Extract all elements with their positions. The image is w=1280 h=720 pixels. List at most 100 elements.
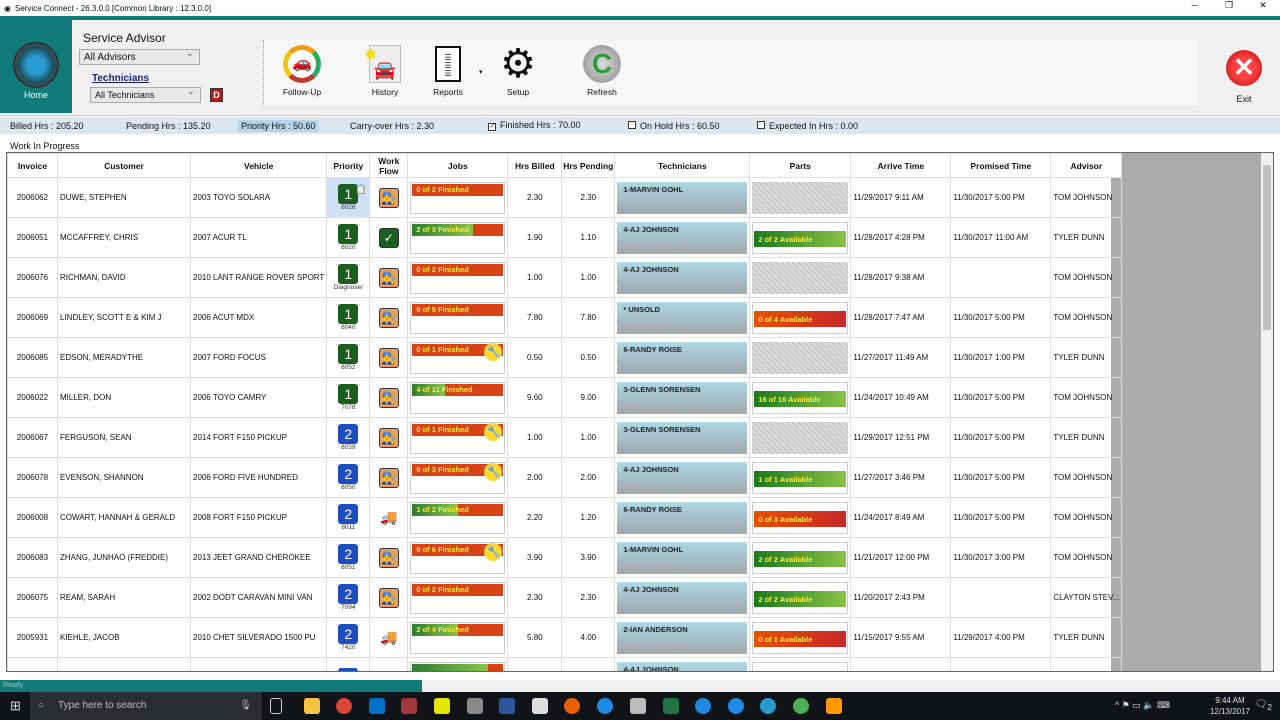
column-header[interactable]: Technicians [614, 153, 751, 178]
workflow-cell[interactable]: 👨‍🔧 [369, 417, 409, 458]
table-row[interactable]: 2006067 FERGUSON, SEAN 2014 FORT F150 PICK… [7, 417, 1123, 458]
exit-button[interactable]: ✕ Exit [1222, 50, 1266, 104]
workflow-cell[interactable]: 🚚 [369, 657, 409, 671]
column-header[interactable]: Advisor [1050, 153, 1123, 178]
technician-cell[interactable]: 4-AJ JOHNSON [614, 457, 751, 498]
table-row[interactable]: 2006069 LINDLEY, SCOTT E & KIM J 2006 ACUT… [7, 297, 1123, 338]
parts-cell[interactable] [749, 177, 852, 218]
expected-hours-toggle[interactable]: Expected In Hrs : 0.00 [757, 120, 858, 131]
priority-cell[interactable]: 2 8050 [326, 457, 371, 498]
table-row[interactable]: 2006022 MILLER, DON 2006 TOYO CAMRY 1 7078 👨‍… [7, 377, 1123, 418]
parts-cell[interactable] [749, 337, 852, 378]
calculator-icon[interactable] [532, 698, 548, 714]
table-row[interactable]: 2006075 REAM, SARAH 2002 DODT CARAVAN MINI… [7, 577, 1123, 618]
app-icon[interactable] [695, 698, 711, 714]
technician-cell[interactable]: 4-AJ JOHNSON [614, 217, 751, 258]
file-explorer-icon[interactable] [304, 698, 320, 714]
priority-cell[interactable]: 1 8020 [326, 217, 371, 258]
table-row[interactable]: 2006085 EDSON, MERADYTHE 2007 FORD FOCUS 1 8… [7, 337, 1123, 378]
close-button[interactable]: ✕ [1259, 0, 1267, 10]
technician-cell[interactable]: * UNSOLD [614, 297, 751, 338]
table-row[interactable]: 2006076 RICHMAN, DAVID 2010 LANT RANGE ROV… [7, 257, 1123, 298]
parts-cell[interactable]: 2 of 2 Available [749, 217, 852, 258]
jobs-cell[interactable]: 4 of 11 Finished [407, 377, 509, 418]
parts-cell[interactable]: 0 of 3 Available [749, 497, 852, 538]
priority-cell[interactable]: 2 8051 [326, 537, 371, 578]
technician-cell[interactable]: 4-AJ JOHNSON [614, 257, 751, 298]
vertical-scrollbar[interactable] [1261, 153, 1273, 671]
task-view-icon[interactable] [270, 698, 282, 714]
windows-start-icon[interactable]: ⊞ [10, 698, 21, 713]
workflow-cell[interactable]: ✓ [369, 217, 409, 258]
notepad-icon[interactable] [630, 698, 646, 714]
technician-cell[interactable]: 1-MARVIN GOHL [614, 537, 751, 578]
priority-cell[interactable]: 2 8011 [326, 497, 371, 538]
priority-cell[interactable]: 2 7094 [326, 577, 371, 618]
table-row[interactable]: 2006008 COWART, HANNAH & GERALD 2008 FORT … [7, 497, 1123, 538]
jobs-cell[interactable]: 0 of 2 Finished [407, 257, 509, 298]
home-button[interactable]: Home [0, 20, 72, 113]
technician-cell[interactable]: 3-GLENN SORENSEN [614, 377, 751, 418]
parts-cell[interactable]: 1 of 1 Available [749, 457, 852, 498]
parts-cell[interactable]: 0 of 4 Available [749, 297, 852, 338]
jobs-cell[interactable]: 0 of 1 Finished 🔧 [407, 337, 509, 378]
workflow-cell[interactable]: 👨‍🔧 [369, 257, 409, 298]
workflow-cell[interactable]: 👨‍🔧 [369, 377, 409, 418]
app-icon[interactable] [434, 698, 450, 714]
jobs-cell[interactable]: 2 of 3 Finished [407, 217, 509, 258]
excel-icon[interactable] [663, 698, 679, 714]
clock[interactable]: 9:44 AM 12/13/2017 [1210, 695, 1250, 717]
history-button[interactable]: 🚘 ✸ History [355, 44, 415, 97]
priority-cell[interactable]: 2 7420 [326, 617, 371, 658]
firefox-icon[interactable] [564, 698, 580, 714]
technician-cell[interactable]: 6-RANDY ROISE [614, 497, 751, 538]
workflow-cell[interactable]: 👨‍🔧 [369, 457, 409, 498]
workflow-cell[interactable]: 👨‍🔧 [369, 337, 409, 378]
onhold-hours-toggle[interactable]: On Hold Hrs : 60.50 [628, 120, 720, 131]
priority-cell[interactable]: 1 8040 [326, 297, 371, 338]
expected-checkbox[interactable] [757, 120, 765, 129]
finished-checkbox[interactable]: ✓ [488, 123, 496, 131]
scrollbar-thumb[interactable] [1263, 165, 1271, 330]
maximize-button[interactable]: ❐ [1224, 0, 1234, 10]
access-icon[interactable] [401, 698, 417, 714]
workflow-cell[interactable]: 👨‍🔧 [369, 177, 409, 218]
minimize-button[interactable]: ─ [1191, 0, 1199, 10]
refresh-button[interactable]: C Refresh [572, 44, 632, 97]
workflow-cell[interactable]: 👨‍🔧 [369, 537, 409, 578]
priority-cell[interactable]: 1 📋 8026 [326, 177, 371, 218]
workflow-cell[interactable]: 🚚 [369, 497, 409, 538]
app-icon[interactable] [728, 698, 744, 714]
technician-cell[interactable]: 4-AJ JOHNSON [614, 657, 751, 671]
jobs-cell[interactable]: 1 of 2 Finished [407, 497, 509, 538]
follow-up-button[interactable]: 🚗 Follow-Up [272, 44, 332, 97]
jobs-cell[interactable]: 0 of 2 Finished [407, 577, 509, 618]
workflow-cell[interactable]: 🚚 [369, 617, 409, 658]
taskbar-search[interactable]: ○ Type here to search 🎙 [30, 692, 262, 720]
outlook-icon[interactable] [369, 698, 385, 714]
table-row[interactable]: 2006078 EVENSON, SHANNON 2006 FORD FIVE HU… [7, 457, 1123, 498]
column-header[interactable]: Jobs [407, 153, 509, 178]
d-button[interactable]: D [210, 88, 223, 102]
column-header[interactable]: Hrs Pending [561, 153, 616, 178]
jobs-cell[interactable]: 2 of 4 Finished [407, 617, 509, 658]
jobs-cell[interactable]: 0 of 5 Finished [407, 297, 509, 338]
app-icon[interactable] [793, 698, 809, 714]
parts-cell[interactable]: 2 of 2 Available [749, 577, 852, 618]
onhold-checkbox[interactable] [628, 120, 636, 129]
system-tray-icons[interactable]: ^ ⚑ ▭ 🔈 ⌨ [1115, 700, 1170, 710]
table-row[interactable]: 2 🚚 4-AJ JOHNSON [7, 657, 1123, 671]
table-row[interactable]: 2006051 MCCAFFREY, CHRIS 2007 ACUR TL 1 8020… [7, 217, 1123, 258]
word-icon[interactable] [499, 698, 515, 714]
parts-cell[interactable]: 2 of 2 Available [749, 537, 852, 578]
column-header[interactable]: Priority [326, 153, 371, 178]
setup-button[interactable]: ⚙ Setup [488, 44, 548, 97]
app-icon[interactable] [467, 698, 483, 714]
service-connect-icon[interactable] [760, 698, 776, 714]
technician-cell[interactable]: 1-MARVIN GOHL [614, 177, 751, 218]
jobs-cell[interactable]: 0 of 3 Finished 🔧 [407, 457, 509, 498]
column-header[interactable]: Vehicle [189, 153, 328, 178]
app-icon[interactable] [826, 698, 842, 714]
chrome-icon[interactable] [336, 698, 352, 714]
column-header[interactable]: Parts [749, 153, 852, 178]
